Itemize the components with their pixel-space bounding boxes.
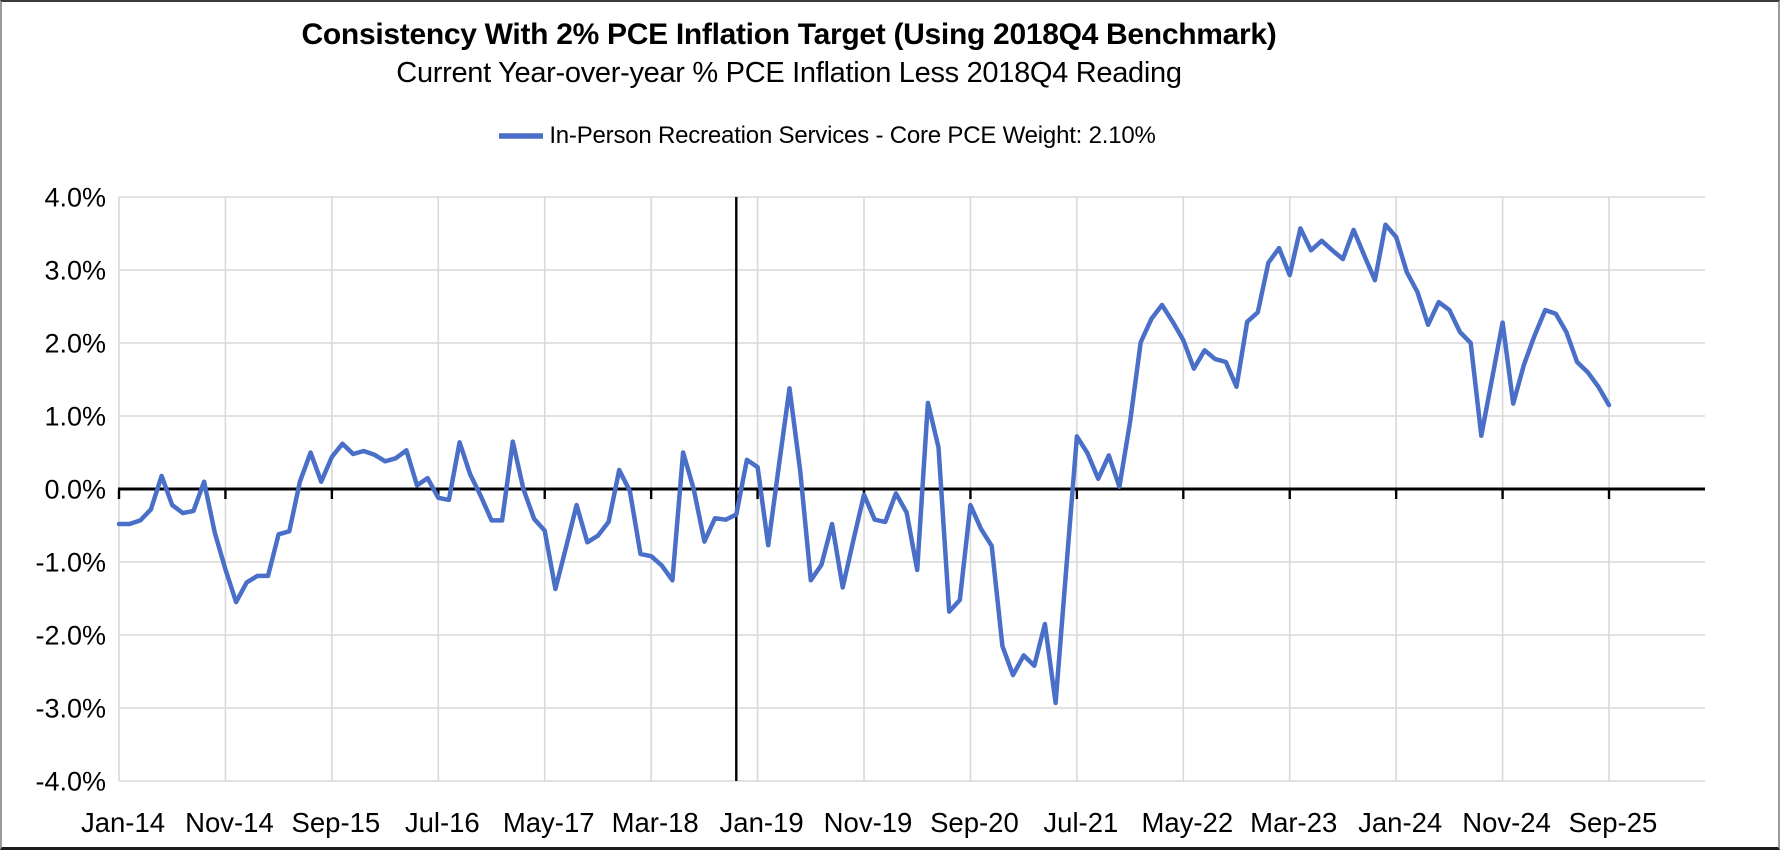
x-axis-label: Nov-14	[185, 807, 274, 838]
y-axis-label: 3.0%	[44, 256, 106, 286]
x-axis-label: Nov-19	[824, 807, 913, 838]
y-axis-label: 0.0%	[44, 475, 106, 505]
y-axis-label: 4.0%	[44, 183, 106, 213]
x-axis-label: May-22	[1141, 807, 1233, 838]
y-axis-label: 1.0%	[44, 402, 106, 432]
y-axis-label: 2.0%	[44, 329, 106, 359]
y-axis-label: -3.0%	[35, 694, 106, 724]
legend: In-Person Recreation Services - Core PCE…	[2, 120, 1652, 152]
x-axis-label: Jan-19	[720, 807, 804, 838]
x-axis-label: Mar-18	[612, 807, 699, 838]
x-axis-label: Jan-14	[81, 807, 165, 838]
y-axis-label: -4.0%	[35, 767, 106, 797]
x-axis-label: Jan-24	[1358, 807, 1442, 838]
x-axis-label: Sep-15	[292, 807, 381, 838]
x-axis-label: Sep-20	[930, 807, 1019, 838]
data-line	[116, 222, 1612, 706]
chart-subtitle: Current Year-over-year % PCE Inflation L…	[396, 57, 1182, 89]
legend-label: In-Person Recreation Services - Core PCE…	[549, 122, 1156, 149]
x-axis-label: May-17	[503, 807, 595, 838]
y-axis-label: -2.0%	[35, 621, 106, 651]
chart-title: Consistency With 2% PCE Inflation Target…	[301, 18, 1277, 51]
x-axis-label: Sep-25	[1569, 807, 1658, 838]
x-axis-label: Jul-16	[405, 807, 480, 838]
legend-line-icon	[499, 133, 544, 139]
x-axis-label: Mar-23	[1250, 807, 1337, 838]
y-axis-label: -1.0%	[35, 548, 106, 578]
x-axis-label: Jul-21	[1043, 807, 1118, 838]
x-axis-label: Nov-24	[1462, 807, 1551, 838]
